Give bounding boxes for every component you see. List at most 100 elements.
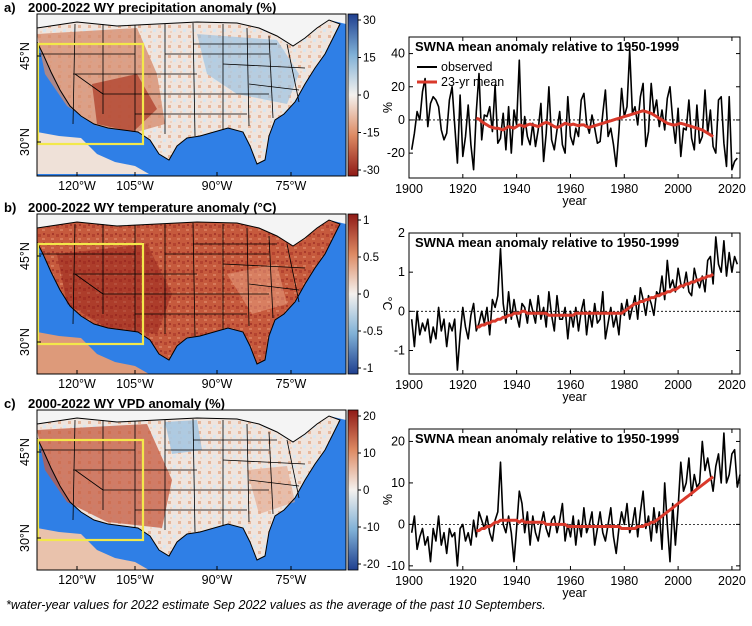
x-tick-label: 1900 [395,182,423,196]
colorbar-tick-label: -10 [363,522,380,534]
y-tick-label: 0 [398,517,405,531]
canada-land [37,410,346,442]
colorbar-tick-label: 20 [363,411,376,423]
footnote: *water-year values for 2022 estimate Sep… [6,598,546,612]
x-tick-label: 1920 [449,182,477,196]
state-boundary [248,479,300,487]
colorbar-tick-label: 0 [363,289,369,301]
y-tick-label: 10 [391,476,405,490]
state-boundary [268,235,274,319]
series-23yr-mean-line [476,272,714,329]
state-boundary [222,63,306,69]
state-boundary [192,222,196,337]
line-chart-b: SWNA mean anomaly relative to 1950-1999 1… [380,226,746,404]
lon-label: 105°W [116,573,154,587]
lon-label: 105°W [116,377,154,391]
x-tick-label: 2000 [664,574,692,588]
map-frame [36,13,347,177]
colorbar-tick-label: 10 [363,448,376,460]
x-tick-label: 1920 [449,574,477,588]
map-title-c: 2000-2022 WY VPD anomaly (%) [28,396,225,411]
series-23yr-mean-line [475,109,714,138]
state-boundary [222,263,306,269]
lon-label: 105°W [116,179,154,193]
northern-plains-low-vpd [165,420,202,454]
y-tick-label: -1 [394,344,405,358]
series-observed-line [410,432,741,567]
x-tick-label: 1940 [503,182,531,196]
map-area-c [36,409,347,571]
y-tick-label: 1 [398,265,405,279]
x-tick-label: 1940 [503,378,531,392]
y-axis-label: % [380,102,394,113]
colorbar-tick-label: 15 [363,53,376,65]
colorbar-tick-label: -15 [363,128,380,140]
state-boundary [268,431,274,515]
x-tick-label: 2000 [664,182,692,196]
four-corners-dry-core [92,74,157,132]
y-tick-label: 40 [391,47,405,61]
lon-label: 75°W [276,377,307,391]
state-boundary [74,73,104,95]
colorbar-tick-label: 0 [363,485,369,497]
y-tick-label: -20 [387,146,405,160]
lon-label: 120°W [58,179,96,193]
x-axis-label: year [562,586,586,600]
panel-label-b: b) [4,200,16,215]
lat-label: 45°N [18,42,32,70]
mexico-land [37,528,149,570]
colorbar [347,13,359,177]
state-boundary [74,469,104,491]
plot-area [408,36,741,179]
colorbar-tick-label: -1 [363,363,373,375]
map-area-b [36,213,347,375]
colorbar-tick-label: -30 [363,165,380,177]
plot-area [408,232,741,375]
southeast-vpd-region [247,466,295,514]
chart-title: SWNA mean anomaly relative to 1950-1999 [415,39,679,54]
state-boundary [286,243,300,303]
lat-label: 45°N [18,242,32,270]
y-tick-label: 20 [391,80,405,94]
x-tick-label: 1960 [557,182,585,196]
x-tick-label: 1980 [610,182,638,196]
panel-label-c: c) [4,396,16,411]
swna-region-box [36,42,145,146]
lat-label: 45°N [18,438,32,466]
x-axis-label: year [562,390,586,404]
x-tick-label: 2020 [718,574,746,588]
x-tick-label: 1900 [395,574,423,588]
map-panel-c: c) 2000-2022 WY VPD anomaly (%) 45°N 30°N 12… [4,396,380,587]
line-chart-c: SWNA mean anomaly relative to 1950-1999 1… [380,428,746,600]
lat-label: 30°N [18,524,32,552]
us-land [37,220,340,364]
map-panel-b: b) 2000-2022 WY temperature anomaly (°C) 4… [4,200,383,391]
state-boundary [248,283,300,291]
colorbar-tick-label: 0.5 [363,252,379,264]
x-tick-label: 1920 [449,378,477,392]
x-tick-label: 2020 [718,378,746,392]
colorbar-tick-label: -0.5 [363,326,383,338]
state-boundary [74,273,104,295]
chart-title: SWNA mean anomaly relative to 1950-1999 [415,235,679,250]
lon-label: 75°W [276,573,307,587]
lon-label: 120°W [58,573,96,587]
y-tick-label: 0 [398,304,405,318]
x-tick-label: 1900 [395,378,423,392]
state-boundary [192,22,196,137]
mexico-land [37,332,149,374]
colorbar [347,213,359,375]
series-23yr-mean-line [476,475,715,533]
colorbar-tick-label: 30 [363,15,376,27]
state-boundary [192,418,196,533]
mexico-land [37,132,149,174]
y-axis-label: % [380,494,394,505]
swna-region-box [36,242,145,346]
legend-label-mean: 23-yr mean [441,75,504,89]
y-tick-label: -10 [387,559,405,573]
chart-title: SWNA mean anomaly relative to 1950-1999 [415,431,679,446]
state-boundary [286,439,300,499]
x-tick-label: 1960 [557,574,585,588]
